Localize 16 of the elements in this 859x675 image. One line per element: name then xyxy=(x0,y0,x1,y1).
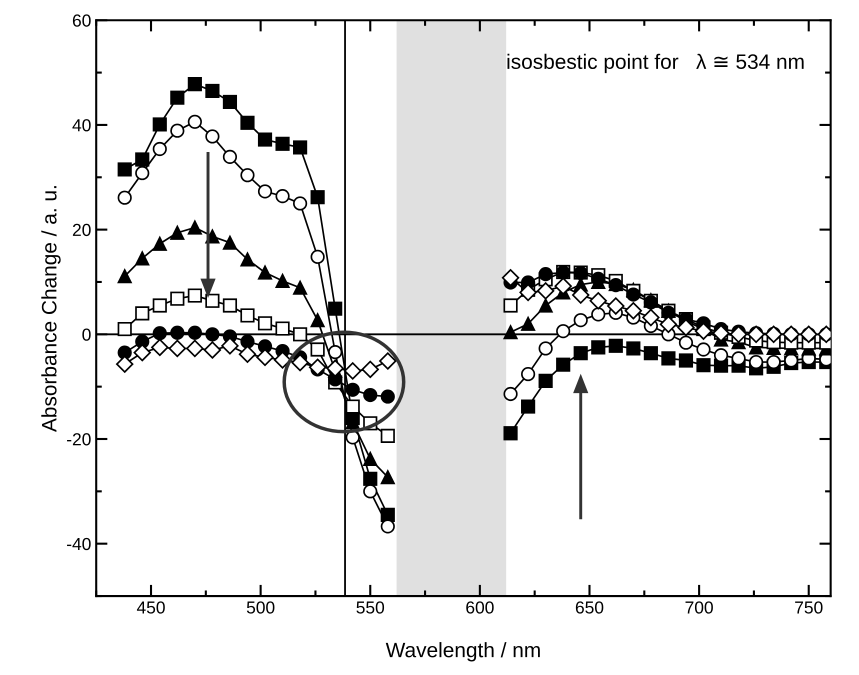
y-tick-label: 60 xyxy=(72,14,91,27)
x-tick-label: 700 xyxy=(686,601,713,614)
y-tick-label: 20 xyxy=(72,224,91,236)
y-axis-title: Absorbance Change / a. u. xyxy=(41,186,61,432)
x-tick-label: 450 xyxy=(136,601,165,614)
x-tick-label: 650 xyxy=(576,601,604,614)
y-tick-label: -40 xyxy=(67,538,91,550)
x-axis-title: Wavelength / nm xyxy=(386,642,540,662)
y-tick-label: -20 xyxy=(67,433,91,446)
x-tick-label: 550 xyxy=(356,601,384,614)
x-tick-label: 600 xyxy=(466,601,494,614)
y-tick-label: 0 xyxy=(82,328,91,341)
annotation: isosbestic point for λ ≅ 534 nm xyxy=(508,54,804,74)
y-tick-label: 40 xyxy=(72,119,91,132)
x-tick-label: 750 xyxy=(795,601,823,614)
x-tick-label: 500 xyxy=(246,601,274,614)
